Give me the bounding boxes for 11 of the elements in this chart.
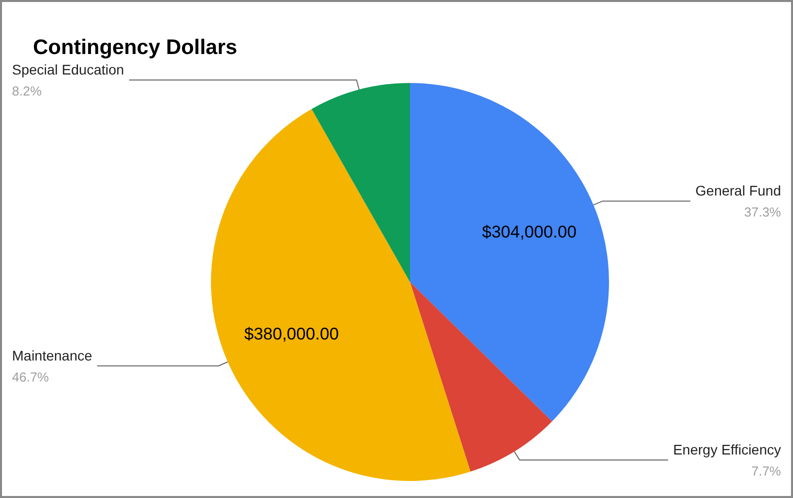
data-label: $304,000.00 bbox=[482, 222, 577, 242]
slice-label: Special Education bbox=[12, 61, 124, 78]
text: 37.3% bbox=[744, 204, 782, 220]
slice-label: General Fund bbox=[695, 182, 781, 199]
text: 8.2% bbox=[12, 83, 42, 98]
slice-label: Maintenance bbox=[12, 347, 92, 364]
text: 46.7% bbox=[12, 369, 50, 384]
slice-label: Energy Efficiency bbox=[673, 441, 781, 458]
text: 7.7% bbox=[751, 463, 782, 478]
data-label: $380,000.00 bbox=[244, 324, 339, 344]
chart-title: Contingency Dollars bbox=[33, 36, 238, 59]
